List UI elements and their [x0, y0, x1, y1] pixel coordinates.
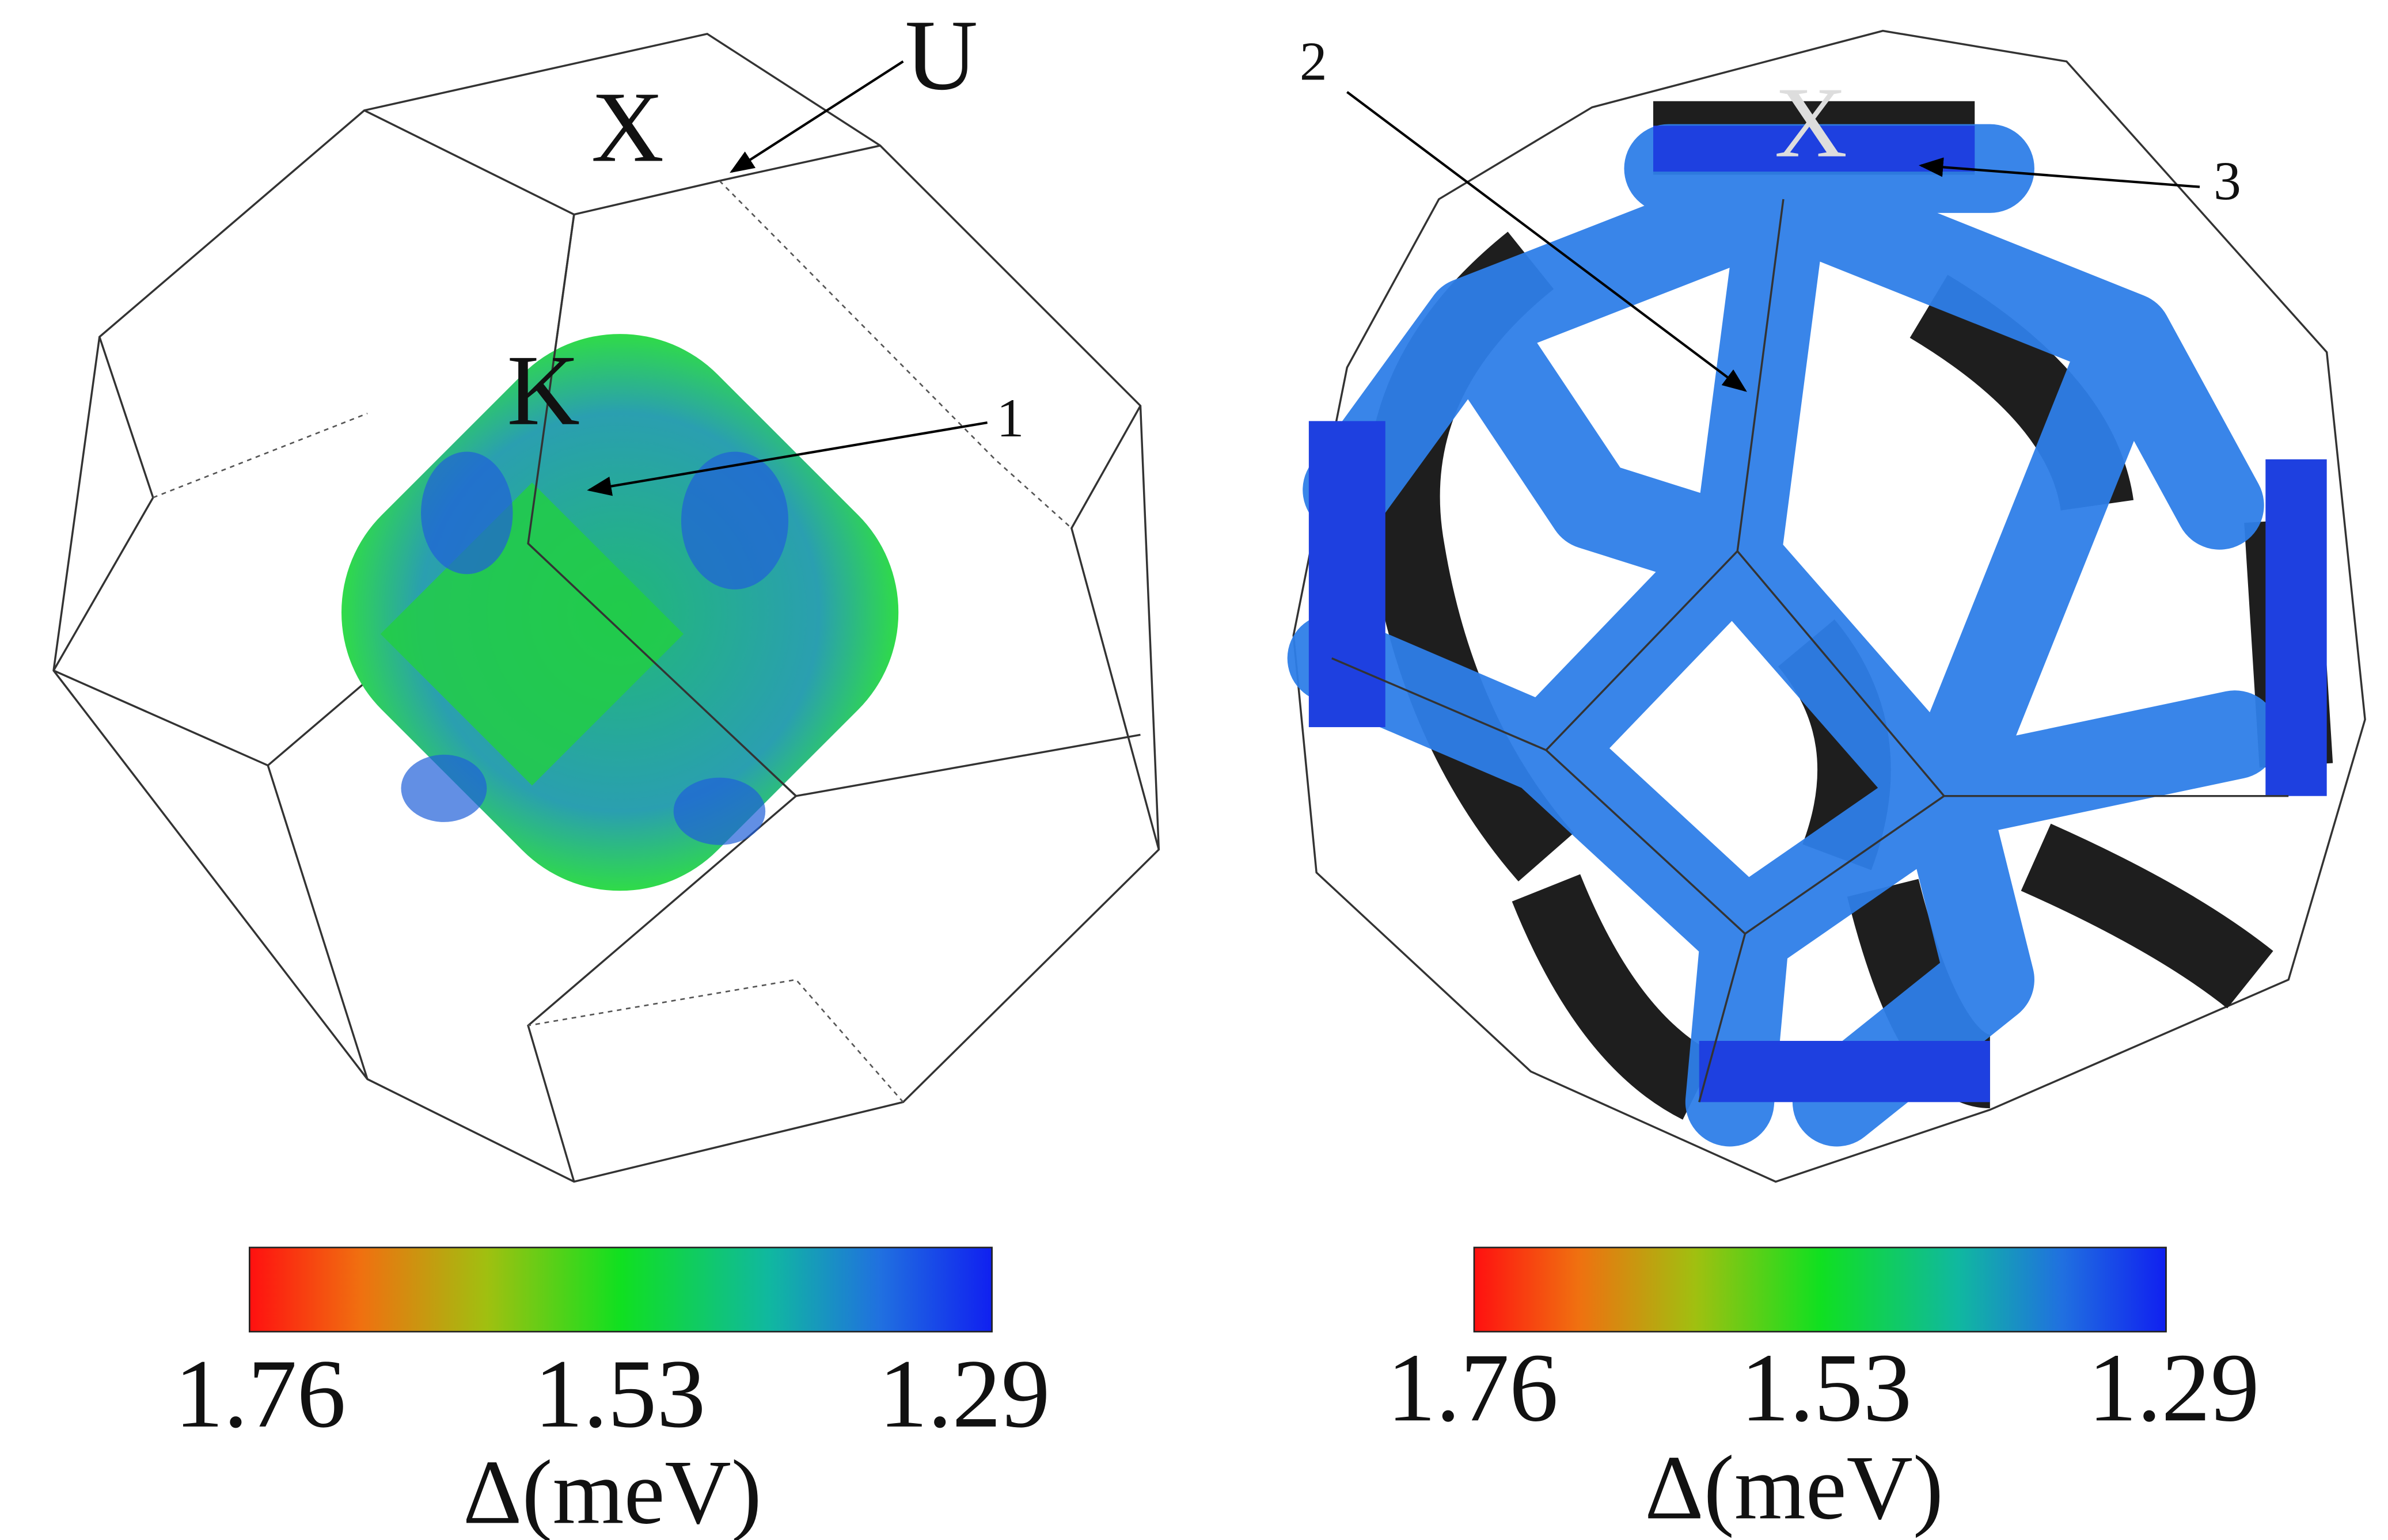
label-u: U — [905, 0, 978, 111]
shape — [363, 109, 880, 216]
arrow — [1346, 91, 1747, 392]
colorbar-tick: 1.29 — [2088, 1333, 2260, 1442]
shape — [527, 979, 904, 1103]
shape — [52, 336, 154, 671]
colorbar-tick: 1.76 — [1387, 1333, 1558, 1442]
colorbar-tick: 1.53 — [1741, 1333, 1912, 1442]
blue-surface — [1287, 124, 2280, 1147]
shape — [1699, 1041, 1990, 1102]
shape — [2265, 459, 2327, 796]
gap-minimum — [681, 451, 789, 590]
colorbar-label: Δ(meV) — [463, 1441, 762, 1540]
colorbar-tick: 1.76 — [174, 1339, 346, 1448]
shape — [1308, 421, 1385, 728]
shape — [1287, 124, 2280, 1147]
brillouin-zone — [1292, 29, 2366, 1183]
label-2: 2 — [1300, 31, 1327, 92]
gap-minimum — [421, 451, 513, 575]
label-3: 3 — [2214, 150, 2241, 211]
colorbar — [248, 1246, 993, 1333]
right-panel: 2 X 3 1.76 1.53 1.29 Δ(meV) — [1287, 29, 2366, 1538]
colorbar-tick: 1.29 — [879, 1339, 1050, 1448]
shape — [1544, 199, 1946, 936]
shape — [267, 765, 369, 1080]
gap-minimum — [401, 754, 487, 822]
colorbar-tick: 1.53 — [534, 1339, 706, 1448]
shape — [1070, 405, 1160, 850]
label-k: K — [507, 334, 580, 446]
arrow — [587, 421, 988, 496]
colorbar-label: Δ(meV) — [1645, 1436, 1943, 1538]
arrow — [730, 60, 904, 173]
label-x: X — [591, 71, 665, 182]
left-panel: X U K 1 1.76 1.53 1.29 Δ(meV) — [52, 0, 1160, 1540]
colorbar — [1473, 1246, 2167, 1333]
shape — [153, 412, 368, 499]
shape — [1331, 657, 1547, 751]
arrow — [1918, 157, 2200, 188]
shape — [719, 180, 1072, 529]
gap-minimum — [673, 777, 766, 845]
label-x: X — [1774, 67, 1847, 178]
label-1: 1 — [997, 387, 1024, 448]
zone-edge-front — [527, 214, 797, 797]
shape — [1698, 933, 1747, 1102]
zone-edges — [1331, 199, 2289, 1102]
